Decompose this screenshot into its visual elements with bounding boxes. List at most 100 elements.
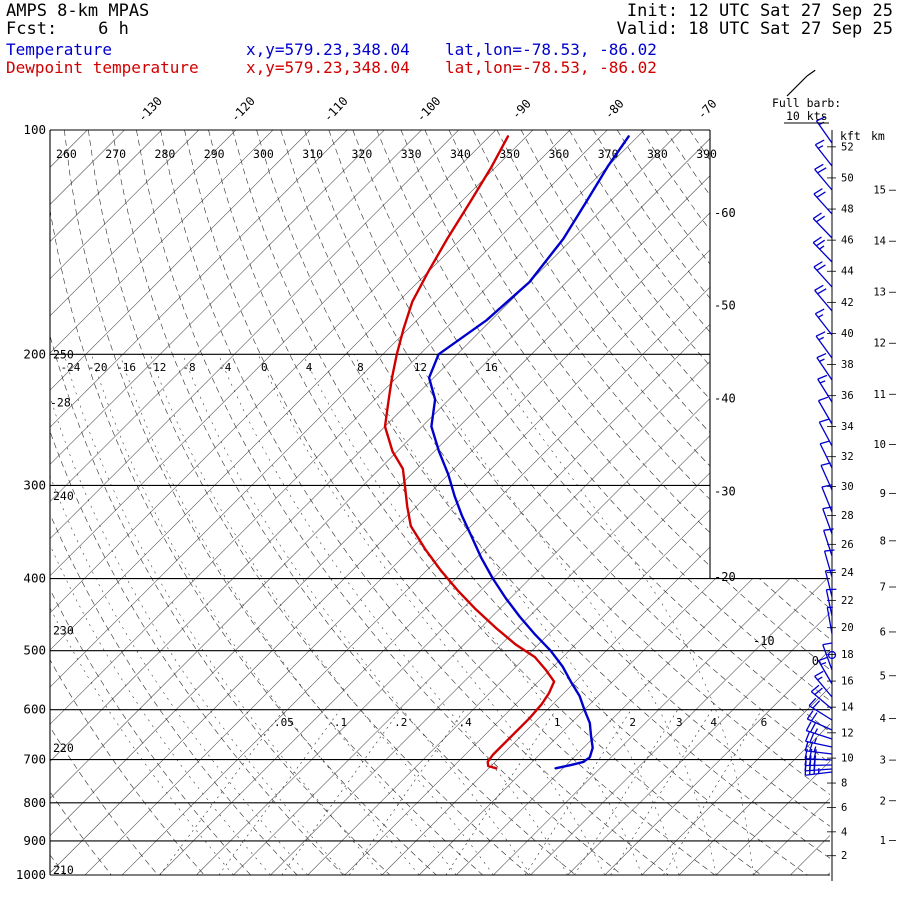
svg-text:32: 32: [841, 451, 854, 463]
svg-text:1: 1: [554, 716, 561, 729]
legend-dewpoint-xy: x,y=579.23,348.04: [246, 58, 410, 77]
legend-temperature-latlon: lat,lon=-78.53, -86.02: [445, 40, 657, 59]
svg-text:300: 300: [253, 147, 274, 161]
svg-text:1000: 1000: [16, 867, 46, 882]
svg-text:-20: -20: [714, 570, 736, 584]
svg-text:220: 220: [53, 741, 74, 755]
svg-text:-120: -120: [228, 94, 258, 125]
svg-text:260: 260: [56, 147, 77, 161]
svg-text:3: 3: [880, 755, 886, 767]
legend-dewpoint-label: Dewpoint temperature: [6, 58, 199, 77]
legend-dewpoint-latlon: lat,lon=-78.53, -86.02: [445, 58, 657, 77]
svg-text:48: 48: [841, 204, 854, 216]
svg-text:310: 310: [302, 147, 323, 161]
svg-text:18: 18: [841, 649, 854, 661]
svg-text:40: 40: [841, 328, 854, 340]
svg-text:22: 22: [841, 595, 854, 607]
svg-text:Full barb:: Full barb:: [772, 96, 841, 110]
svg-text:200: 200: [23, 346, 46, 361]
svg-text:26: 26: [841, 539, 854, 551]
svg-text:6: 6: [761, 716, 768, 729]
svg-text:-24: -24: [61, 361, 81, 374]
model-title: AMPS 8-km MPAS: [6, 1, 150, 21]
svg-text:52: 52: [841, 141, 854, 153]
svg-text:6: 6: [841, 802, 847, 814]
svg-text:7: 7: [880, 582, 886, 594]
valid-time: Valid: 18 UTC Sat 27 Sep 25: [616, 19, 893, 39]
svg-text:240: 240: [53, 489, 74, 503]
svg-text:330: 330: [401, 147, 422, 161]
svg-text:900: 900: [23, 833, 46, 848]
svg-text:210: 210: [53, 863, 74, 877]
svg-text:290: 290: [204, 147, 225, 161]
svg-text:50: 50: [841, 172, 854, 184]
svg-text:0: 0: [812, 654, 819, 668]
svg-text:.05: .05: [274, 716, 294, 729]
svg-text:4: 4: [841, 826, 847, 838]
svg-text:12: 12: [873, 338, 886, 350]
svg-text:320: 320: [352, 147, 373, 161]
legend-temperature-label: Temperature: [6, 40, 112, 59]
init-time: Init: 12 UTC Sat 27 Sep 25: [626, 1, 893, 21]
svg-text:340: 340: [450, 147, 471, 161]
svg-text:-90: -90: [509, 97, 534, 122]
svg-text:2: 2: [841, 850, 847, 862]
svg-text:-16: -16: [116, 361, 136, 374]
svg-text:9: 9: [880, 488, 886, 500]
svg-text:350: 350: [499, 147, 520, 161]
svg-text:300: 300: [23, 477, 46, 492]
svg-text:46: 46: [841, 235, 854, 247]
svg-text:12: 12: [414, 361, 427, 374]
svg-text:270: 270: [105, 147, 126, 161]
svg-text:14: 14: [873, 236, 886, 248]
svg-text:34: 34: [841, 421, 854, 433]
pressure-labels: 100 200 300 400 500 600 700 800 900 1000: [16, 122, 46, 882]
svg-text:700: 700: [23, 752, 46, 767]
svg-text:8: 8: [357, 361, 364, 374]
svg-text:-12: -12: [146, 361, 166, 374]
svg-text:-30: -30: [714, 484, 736, 498]
svg-text:280: 280: [155, 147, 176, 161]
svg-text:-20: -20: [88, 361, 108, 374]
svg-text:10: 10: [873, 439, 886, 451]
svg-text:4: 4: [880, 713, 886, 725]
svg-text:-8: -8: [182, 361, 195, 374]
svg-text:.1: .1: [334, 716, 347, 729]
svg-text:100: 100: [23, 122, 46, 137]
svg-text:13: 13: [873, 287, 886, 299]
svg-text:-130: -130: [135, 94, 165, 125]
temperature-curve: [427, 135, 630, 770]
svg-text:380: 380: [647, 147, 668, 161]
svg-text:400: 400: [23, 571, 46, 586]
svg-text:24: 24: [841, 567, 854, 579]
svg-text:-50: -50: [714, 299, 736, 313]
svg-text:8: 8: [880, 535, 886, 547]
svg-text:16: 16: [841, 676, 854, 688]
dewpoint-curve: [383, 135, 556, 770]
svg-text:42: 42: [841, 297, 854, 309]
svg-text:30: 30: [841, 481, 854, 493]
svg-text:28: 28: [841, 510, 854, 522]
wind-barb-legend: Full barb:10 kts: [772, 69, 841, 124]
background-lines: [50, 130, 830, 875]
svg-text:-10: -10: [753, 634, 775, 648]
svg-text:2: 2: [629, 716, 636, 729]
legend-temperature-xy: x,y=579.23,348.04: [246, 40, 410, 59]
svg-text:6: 6: [880, 626, 886, 638]
svg-text:1: 1: [880, 835, 886, 847]
svg-text:360: 360: [548, 147, 569, 161]
svg-text:500: 500: [23, 643, 46, 658]
svg-text:-60: -60: [714, 206, 736, 220]
svg-text:230: 230: [53, 624, 74, 638]
svg-text:11: 11: [873, 389, 886, 401]
pressure-lines: [49, 129, 830, 876]
svg-text:14: 14: [841, 702, 854, 714]
svg-text:2: 2: [880, 795, 886, 807]
svg-text:600: 600: [23, 702, 46, 717]
svg-text:390: 390: [696, 147, 717, 161]
svg-text:20: 20: [841, 622, 854, 634]
svg-text:-70: -70: [695, 97, 720, 122]
svg-text:0: 0: [261, 361, 268, 374]
svg-text:-4: -4: [218, 361, 232, 374]
